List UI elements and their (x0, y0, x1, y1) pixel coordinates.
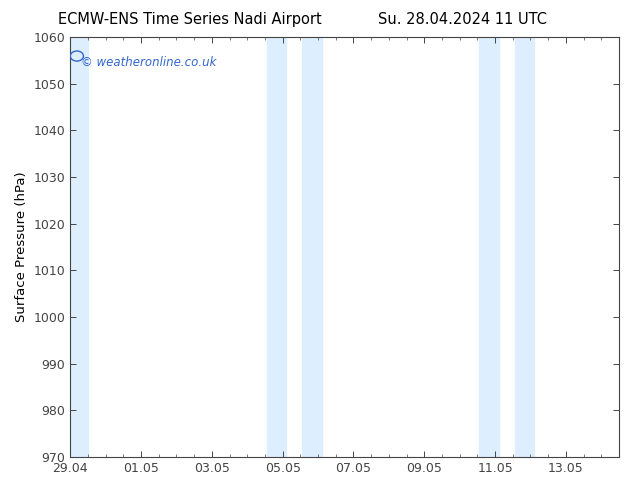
Text: ECMW-ENS Time Series Nadi Airport: ECMW-ENS Time Series Nadi Airport (58, 12, 322, 27)
Bar (70, 37, 88, 457)
Bar (267, 37, 286, 457)
Y-axis label: Surface Pressure (hPa): Surface Pressure (hPa) (15, 172, 28, 322)
Bar (302, 37, 321, 457)
Bar (515, 37, 534, 457)
Text: Su. 28.04.2024 11 UTC: Su. 28.04.2024 11 UTC (378, 12, 547, 27)
Text: © weatheronline.co.uk: © weatheronline.co.uk (81, 56, 217, 69)
Bar (479, 37, 498, 457)
